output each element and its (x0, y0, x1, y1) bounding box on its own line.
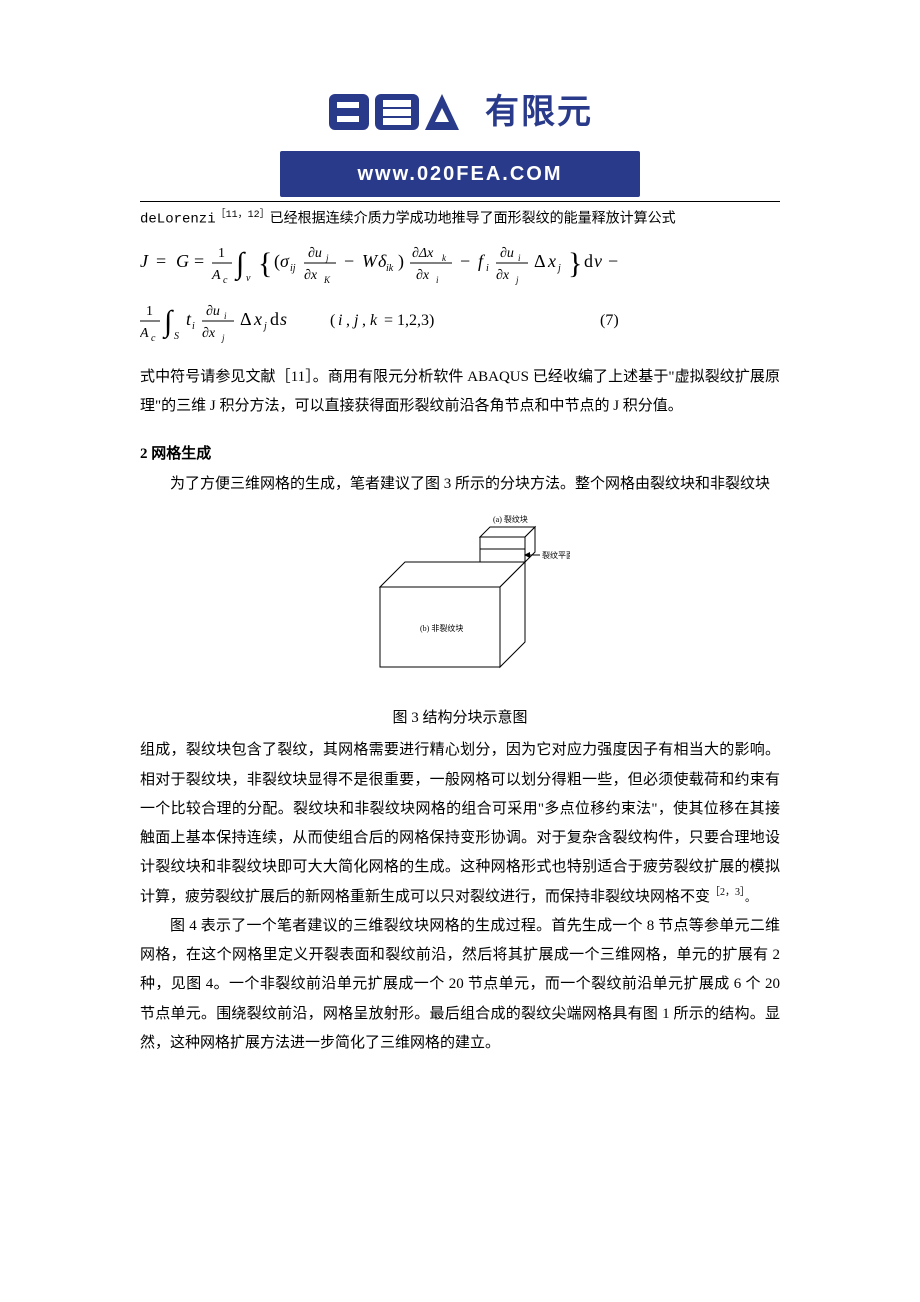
section-2-intro: 为了方便三维网格的生成，笔者建议了图 3 所示的分块方法。整个网格由裂纹块和非裂… (140, 470, 780, 499)
svg-text:(7): (7) (600, 312, 619, 329)
fig3-label-a: (a) 裂纹块 (493, 514, 528, 524)
para-after-fig3-tail: 。 (745, 892, 756, 904)
svg-text:∂x: ∂x (304, 268, 318, 283)
svg-text:G: G (176, 251, 189, 271)
header-divider (140, 201, 780, 202)
svg-text:Δ: Δ (240, 309, 252, 329)
logo-url-bar: www.020FEA.COM (280, 151, 640, 197)
svg-text:−: − (608, 251, 618, 271)
svg-text:W: W (362, 251, 379, 271)
svg-text:∂Δx: ∂Δx (412, 246, 434, 261)
svg-text:A: A (140, 326, 149, 341)
svg-text:∫: ∫ (162, 305, 174, 340)
svg-text:j: j (556, 263, 561, 274)
svg-text:∂x: ∂x (416, 268, 430, 283)
svg-text:K: K (323, 275, 331, 285)
svg-text:j: j (262, 321, 267, 332)
svg-text:ij: ij (290, 263, 296, 274)
svg-text:i: i (436, 275, 439, 285)
svg-text:∂u: ∂u (308, 246, 322, 261)
svg-text:): ) (398, 251, 404, 272)
svg-text:j: j (515, 275, 519, 285)
svg-text:i: i (518, 253, 521, 263)
svg-text:=: = (156, 251, 166, 271)
svg-text:∫: ∫ (234, 247, 246, 282)
svg-text:c: c (223, 275, 228, 286)
svg-text:1: 1 (218, 246, 225, 261)
svg-text:i: i (224, 311, 227, 321)
site-logo: 有限元 www.020FEA.COM (280, 80, 640, 197)
fig3-label-b: (b) 非裂纹块 (420, 623, 463, 633)
logo-glyph-icon (327, 90, 477, 134)
section-2-heading: 2 网格生成 (140, 440, 780, 469)
para-after-fig3: 组成，裂纹块包含了裂纹，其网格需要进行精心划分，因为它对应力强度因子有相当大的影… (140, 736, 780, 912)
svg-text:= 1,2,3): = 1,2,3) (384, 312, 434, 329)
svg-text:{: { (258, 247, 272, 280)
svg-text:i: i (338, 312, 342, 329)
svg-text:v: v (594, 251, 602, 271)
svg-text:(: ( (330, 312, 335, 329)
svg-text:Δ: Δ (534, 251, 546, 271)
svg-text:−: − (460, 251, 470, 271)
svg-text:=: = (194, 251, 204, 271)
ref-citation-line: deLorenzi［11，12］已经根据连续介质力学成功地推导了面形裂纹的能量释… (140, 208, 780, 231)
svg-text:−: − (344, 251, 354, 271)
logo-chinese-text: 有限元 (485, 80, 593, 145)
svg-text:1: 1 (146, 304, 153, 319)
ref-rest: 已经根据连续介质力学成功地推导了面形裂纹的能量释放计算公式 (270, 211, 676, 227)
svg-text:k: k (442, 253, 447, 263)
svg-text:j: j (325, 253, 329, 263)
svg-text:i: i (192, 321, 195, 332)
para-fig4: 图 4 表示了一个笔者建议的三维裂纹块网格的生成过程。首先生成一个 8 节点等参… (140, 912, 780, 1058)
svg-text:x: x (253, 309, 262, 329)
para-after-fig3-sup: ［2，3］ (710, 887, 745, 898)
svg-text:c: c (151, 333, 156, 344)
svg-text:j: j (352, 312, 359, 329)
logo-top-row: 有限元 (280, 80, 640, 145)
svg-text:x: x (547, 251, 556, 271)
equation-7: J = G = 1 A c ∫ v { ( σ ij ∂u j ∂x K − W… (140, 237, 780, 358)
svg-text:∂x: ∂x (496, 268, 510, 283)
svg-text:d: d (584, 251, 593, 271)
ref-superscript: ［11，12］ (216, 210, 270, 221)
svg-text:j: j (221, 333, 225, 343)
svg-text:f: f (478, 251, 486, 271)
ref-author: deLorenzi (140, 211, 216, 227)
svg-text:∂x: ∂x (202, 326, 216, 341)
svg-text:σ: σ (280, 251, 290, 271)
svg-text:,: , (362, 312, 366, 329)
svg-text:J: J (140, 251, 149, 271)
svg-text:∂u: ∂u (500, 246, 514, 261)
svg-text:k: k (370, 312, 378, 329)
svg-text:A: A (211, 268, 221, 283)
svg-text:d: d (270, 309, 279, 329)
svg-text:ik: ik (386, 263, 394, 274)
svg-text:i: i (486, 263, 489, 274)
para-after-formula: 式中符号请参见文献［11］。商用有限元分析软件 ABAQUS 已经收编了上述基于… (140, 363, 780, 422)
svg-text:∂u: ∂u (206, 304, 220, 319)
fig3-label-plane: 裂纹平面 (542, 550, 570, 560)
svg-text:}: } (568, 247, 582, 280)
figure-3-caption: 图 3 结构分块示意图 (140, 704, 780, 733)
para-after-fig3-text: 组成，裂纹块包含了裂纹，其网格需要进行精心划分，因为它对应力强度因子有相当大的影… (140, 742, 780, 904)
svg-text:,: , (346, 312, 350, 329)
svg-text:S: S (174, 331, 179, 342)
svg-text:s: s (280, 309, 287, 329)
svg-text:v: v (246, 273, 251, 284)
figure-3: (a) 裂纹块 裂纹平面 (b) 非裂纹块 (140, 507, 780, 698)
